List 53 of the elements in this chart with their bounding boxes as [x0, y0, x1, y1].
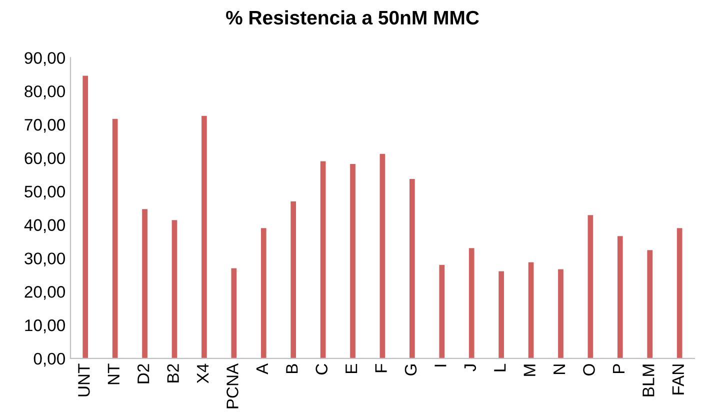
bar — [142, 209, 148, 358]
bar — [528, 262, 534, 358]
x-tick-label: B — [286, 364, 298, 374]
y-tick-label: 50,00 — [24, 186, 65, 200]
y-tick-label: 80,00 — [24, 86, 65, 100]
x-tick-label: F — [375, 364, 387, 372]
x-tick-label: X4 — [197, 364, 209, 384]
x-tick-label: C — [316, 364, 328, 374]
bar — [439, 264, 445, 358]
y-tick-label: 20,00 — [24, 286, 65, 300]
x-tick-label: D2 — [137, 364, 150, 384]
bar — [588, 215, 594, 358]
x-tick-label: E — [346, 364, 358, 374]
bar — [617, 236, 623, 358]
bar — [231, 268, 237, 358]
bar — [202, 116, 207, 358]
x-tick-label: UNT — [78, 364, 90, 396]
y-tick-label: 40,00 — [24, 219, 65, 233]
bar — [320, 161, 326, 358]
bar — [260, 228, 266, 358]
bar — [290, 201, 296, 358]
x-tick-label: J — [464, 364, 476, 372]
bar — [410, 178, 415, 358]
x-tick-label: G — [404, 364, 417, 376]
bar — [82, 76, 88, 358]
bar — [112, 118, 118, 358]
chart-title: % Resistencia a 50nM MMC — [226, 10, 479, 25]
bar — [380, 154, 386, 358]
y-tick-label: 0,00 — [34, 352, 65, 367]
bar — [676, 228, 682, 358]
bar — [468, 248, 474, 358]
x-tick-label: L — [494, 364, 506, 372]
x-tick-label: PCNA — [226, 363, 238, 408]
bar — [558, 269, 564, 358]
x-tick-label: NT — [108, 364, 120, 384]
x-tick-label: O — [583, 364, 595, 376]
x-tick-label: P — [612, 364, 624, 374]
bar — [498, 271, 504, 358]
bar — [350, 164, 356, 358]
x-tick-label: A — [256, 363, 268, 374]
x-tick-label: FAN — [672, 364, 684, 394]
y-tick-label: 60,00 — [24, 152, 65, 166]
y-tick-label: 10,00 — [25, 319, 65, 334]
y-tick-label: 90,00 — [24, 52, 65, 66]
bar — [647, 250, 653, 358]
x-tick-label: M — [524, 364, 536, 376]
y-tick-label: 30,00 — [24, 252, 65, 266]
x-tick-label: BLM — [642, 364, 654, 396]
bar — [172, 220, 178, 358]
x-tick-label: B2 — [167, 364, 179, 382]
y-tick-label: 70,00 — [24, 118, 65, 133]
x-tick-label: N — [554, 364, 566, 374]
x-tick-label: I — [434, 364, 446, 366]
